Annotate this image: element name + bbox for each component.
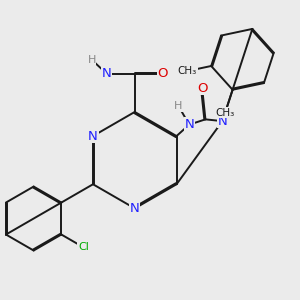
Text: Cl: Cl — [78, 242, 89, 252]
Text: H: H — [174, 101, 183, 111]
Text: CH₃: CH₃ — [215, 108, 235, 118]
Text: N: N — [184, 118, 194, 131]
Text: N: N — [218, 115, 227, 128]
Text: N: N — [130, 202, 140, 215]
Text: CH₃: CH₃ — [178, 66, 197, 76]
Text: O: O — [158, 68, 168, 80]
Text: O: O — [197, 82, 207, 94]
Text: H: H — [87, 55, 96, 64]
Text: N: N — [102, 68, 112, 80]
Text: N: N — [88, 130, 98, 142]
